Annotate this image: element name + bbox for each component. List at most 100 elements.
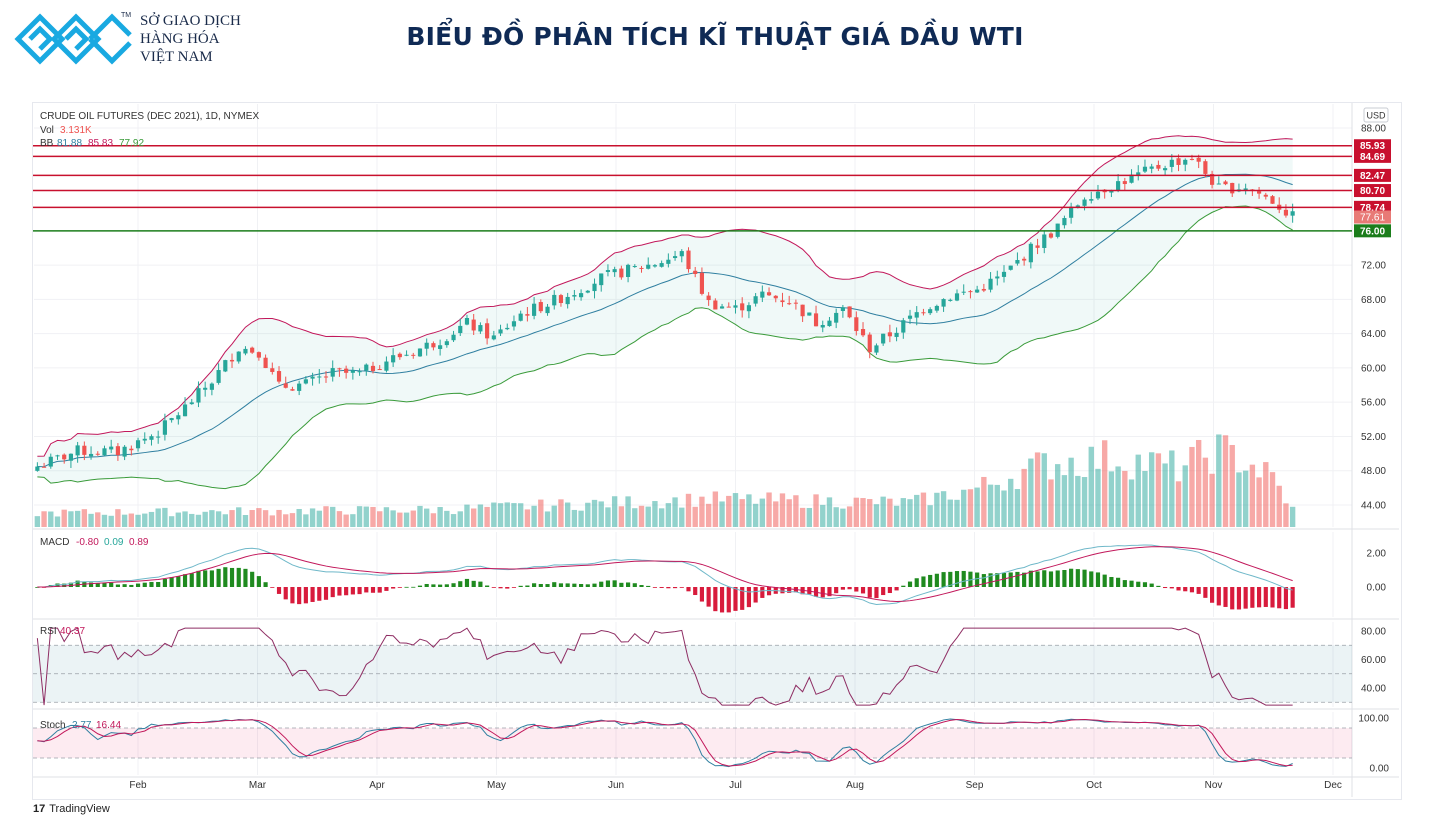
macd-hist-123 <box>860 587 866 594</box>
macd-hist-134 <box>934 573 939 587</box>
volume-bar-11 <box>108 515 114 527</box>
volume-bar-65 <box>471 508 477 527</box>
macd-hist-34 <box>263 582 268 587</box>
currency-badge[interactable]: USD <box>1363 107 1389 123</box>
macd-hist-150 <box>1042 570 1047 587</box>
candle-body-171 <box>1183 159 1188 165</box>
candle-body-143 <box>995 276 1000 279</box>
volume-bar-119 <box>833 507 839 527</box>
volume-bar-46 <box>343 514 349 527</box>
candle-body-12 <box>115 446 120 456</box>
candle-body-89 <box>632 266 637 268</box>
brand-name: SỞ GIAO DỊCH HÀNG HÓA VIỆT NAM <box>140 12 241 66</box>
price-tag-0: 85.93 <box>1360 141 1385 152</box>
candle-body-76 <box>545 306 550 314</box>
candle-body-120 <box>840 307 845 311</box>
macd-hist-179 <box>1236 587 1242 610</box>
macd-hist-142 <box>988 573 993 587</box>
stoch-band <box>33 728 1352 758</box>
candle-body-113 <box>793 302 798 304</box>
volume-bar-134 <box>934 492 940 527</box>
candle-body-83 <box>592 283 597 292</box>
candle-body-13 <box>122 446 127 457</box>
candle-body-28 <box>223 360 228 372</box>
candle-body-135 <box>941 299 946 307</box>
volume-bar-85 <box>605 507 611 527</box>
candle-body-163 <box>1129 174 1134 183</box>
stoch-d-line <box>37 719 1293 767</box>
bollinger-basis-line <box>37 173 1293 468</box>
macd-hist-132 <box>921 576 926 587</box>
candle-body-155 <box>1075 205 1080 208</box>
candle-body-56 <box>411 354 416 356</box>
macd-hist-100 <box>706 587 711 607</box>
candle-body-156 <box>1082 199 1087 206</box>
candle-body-19 <box>162 420 167 435</box>
candle-body-137 <box>954 293 960 301</box>
candle-body-11 <box>109 446 114 450</box>
candle-body-100 <box>706 295 711 301</box>
macd-hist-147 <box>1022 572 1027 587</box>
volume-bar-25 <box>202 511 208 527</box>
candle-body-51 <box>377 369 382 371</box>
price-tag-4: 78.74 <box>1360 203 1385 214</box>
candle-body-87 <box>619 268 624 278</box>
candle-body-86 <box>612 269 617 273</box>
volume-bar-128 <box>893 505 900 527</box>
y-tick-5: 56.00 <box>1361 398 1386 409</box>
macd-hist-106 <box>746 587 751 608</box>
rsi-value: 40.37 <box>60 626 85 637</box>
macd-hist-131 <box>914 578 919 587</box>
volume-bar-172 <box>1189 446 1195 527</box>
candle-body-130 <box>907 315 913 319</box>
volume-bar-82 <box>585 502 591 527</box>
macd-hist-61 <box>444 584 449 587</box>
candle-body-118 <box>827 320 832 327</box>
candle-body-4 <box>62 454 67 460</box>
candle-body-54 <box>397 353 402 358</box>
volume-bar-87 <box>618 506 625 527</box>
tradingview-name: TradingView <box>49 803 110 815</box>
candle-body-38 <box>290 389 295 391</box>
candle-body-59 <box>431 343 436 348</box>
macd-hist-92 <box>652 587 658 588</box>
candle-body-138 <box>961 291 966 293</box>
macd-hist-75 <box>538 583 543 587</box>
macd-hist-104 <box>733 587 738 611</box>
volume-bar-170 <box>1175 481 1182 527</box>
volume-bar-152 <box>1055 464 1061 527</box>
macd-hist-46 <box>344 587 349 596</box>
candle-body-63 <box>458 325 463 334</box>
macd-hist-56 <box>411 586 416 588</box>
candle-body-144 <box>1001 271 1007 277</box>
tradingview-logo[interactable]: 17 TradingView <box>33 803 110 815</box>
price-tag-bg-3 <box>1354 184 1391 198</box>
bb-label: BB <box>40 138 54 149</box>
macd-hist-5 <box>68 582 74 587</box>
candle-body-141 <box>981 288 986 291</box>
macd-hist-98 <box>693 587 698 596</box>
macd-hist-152 <box>1055 570 1060 587</box>
price-tag-5: 76.00 <box>1360 226 1385 237</box>
macd-hist-57 <box>417 585 423 587</box>
candle-body-15 <box>135 440 141 449</box>
volume-bar-100 <box>705 503 712 527</box>
macd-hist-24 <box>196 570 201 587</box>
volume-bar-96 <box>679 507 685 527</box>
macd-hist-102 <box>719 587 725 613</box>
volume-bar-72 <box>517 503 524 527</box>
candle-body-97 <box>686 250 691 270</box>
macd-hist-41 <box>310 587 315 602</box>
macd-label: MACD <box>40 537 69 548</box>
candle-body-124 <box>867 334 872 353</box>
volume-bar-88 <box>625 496 631 527</box>
macd-hist-182 <box>1256 587 1262 608</box>
volume-bar-125 <box>873 504 880 527</box>
candle-body-95 <box>672 256 678 259</box>
candle-body-42 <box>317 376 322 378</box>
macd-hist-174 <box>1203 587 1208 598</box>
y-tick-2: 68.00 <box>1361 295 1386 306</box>
volume-bar-184 <box>1269 472 1276 527</box>
candle-body-167 <box>1156 164 1161 169</box>
